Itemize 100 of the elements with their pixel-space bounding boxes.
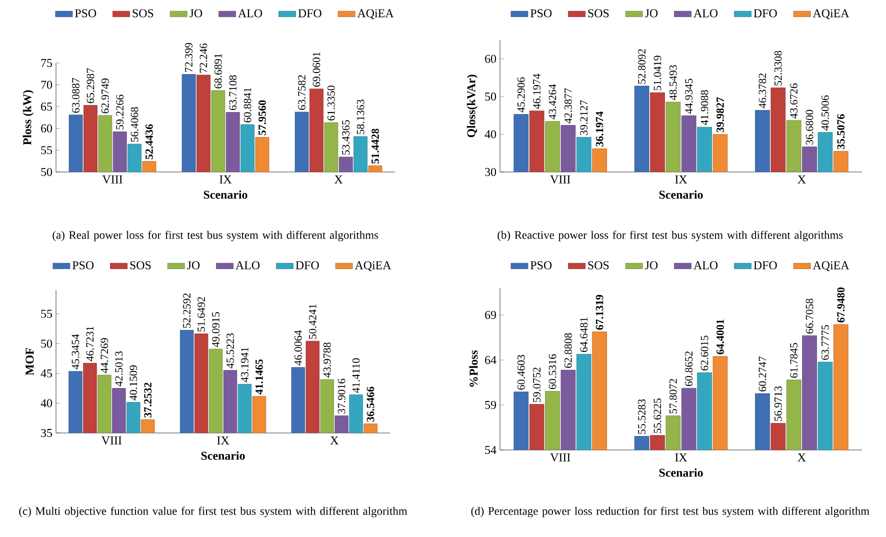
data-label: 45.3454 xyxy=(72,334,80,370)
legend-label: DFO xyxy=(754,261,777,270)
data-label: 60.2747 xyxy=(758,356,766,392)
legend-label: DFO xyxy=(296,261,319,270)
data-label: 43.6726 xyxy=(790,83,798,118)
x-axis-title: Scenario xyxy=(659,190,703,199)
legend-label: PSO xyxy=(74,9,96,18)
data-label: 60.4603 xyxy=(517,354,525,390)
data-label: 40.5006 xyxy=(821,95,829,130)
y-tick-label: 55 xyxy=(41,146,52,154)
data-label: 64.4001 xyxy=(716,320,724,354)
y-tick-label: 60 xyxy=(485,54,496,63)
text: (c) Multi objective function value for first test bus system with different algorithm xyxy=(19,506,408,518)
legend-label: PSO xyxy=(530,9,552,18)
legend-label: ALO xyxy=(694,261,718,270)
data-label: 37.2532 xyxy=(144,382,152,418)
data-label: 41.9088 xyxy=(700,90,708,126)
x-tick-label: X xyxy=(798,454,806,462)
data-label: 55.5283 xyxy=(638,399,646,434)
data-label: 60.8652 xyxy=(685,351,693,386)
data-label: 55.6225 xyxy=(654,398,662,434)
data-label: 57.8072 xyxy=(669,379,677,414)
data-label: 42.5013 xyxy=(115,351,123,386)
y-tick-label: 50 xyxy=(41,168,52,176)
x-axis-title: Scenario xyxy=(201,451,245,460)
legend-label: JO xyxy=(190,9,202,18)
y-tick-label: 45 xyxy=(40,369,52,378)
data-label: 61.7845 xyxy=(790,343,798,378)
y-tick-label: 50 xyxy=(41,340,52,348)
data-label: 63.0887 xyxy=(72,78,80,113)
x-axis-title: Scenario xyxy=(659,468,703,477)
legend-label: ALO xyxy=(238,9,262,18)
text: (d) Percentage power loss reduction for first test bus system with different algorithm xyxy=(471,506,870,518)
data-label: 51.0419 xyxy=(654,56,662,90)
data-label: 35.5076 xyxy=(837,114,845,150)
data-label: 41.1465 xyxy=(255,359,263,395)
data-label: 63.7582 xyxy=(298,75,306,110)
legend-label: AQiEA xyxy=(354,261,392,272)
y-axis-title: Ploss (kW) xyxy=(22,90,34,146)
data-label: 52.3308 xyxy=(774,50,782,86)
data-label: 72.399 xyxy=(185,42,192,72)
data-label: 62.9749 xyxy=(101,78,109,114)
legend-label: PSO xyxy=(530,261,552,270)
y-tick-label: 55 xyxy=(41,310,52,318)
data-label: 66.7058 xyxy=(806,298,814,334)
data-label: 63.7775 xyxy=(822,325,829,360)
y-tick-label: 75 xyxy=(41,59,52,67)
x-tick-label: VIII xyxy=(102,436,122,445)
y-tick-label: 60 xyxy=(41,124,52,132)
data-label: 43.4264 xyxy=(548,84,556,120)
x-tick-label: VIII xyxy=(550,176,570,184)
data-label: 62.6015 xyxy=(700,336,708,370)
data-label: 48.5493 xyxy=(669,65,677,100)
legend-label: DFO xyxy=(298,9,322,18)
legend-label: SOS xyxy=(130,261,151,270)
data-label: 46.0064 xyxy=(294,330,302,366)
data-label: 60.5316 xyxy=(548,354,556,390)
data-label: 42.3877 xyxy=(564,88,572,124)
x-tick-label: X xyxy=(330,436,338,444)
data-label: 51.4428 xyxy=(372,128,379,164)
y-tick-label: 40 xyxy=(40,399,52,408)
y-tick-label: 30 xyxy=(485,168,496,176)
data-label: 65.2987 xyxy=(86,68,94,104)
legend-label: AQiEA xyxy=(812,261,850,272)
x-tick-label: VIII xyxy=(550,454,570,462)
data-label: 72.246 xyxy=(200,43,208,73)
data-label: 39.2127 xyxy=(580,100,588,136)
y-tick-label: 64 xyxy=(485,356,496,364)
data-label: 40.1509 xyxy=(130,365,138,400)
data-label: 43.9788 xyxy=(323,342,331,378)
text: (a) Real power loss for first test bus system with different algorithms xyxy=(52,230,378,242)
data-label: 53.4365 xyxy=(342,120,350,155)
data-label: 61.3350 xyxy=(327,86,335,120)
data-label: 69.0601 xyxy=(312,52,320,87)
x-tick-label: IX xyxy=(675,176,688,184)
data-label: 46.3782 xyxy=(758,74,766,108)
legend-label: AQiEA xyxy=(812,9,850,20)
data-label: 59.2266 xyxy=(116,94,124,130)
y-tick-label: 50 xyxy=(485,92,496,101)
legend-label: JO xyxy=(187,261,200,270)
data-label: 63.7108 xyxy=(229,75,237,110)
y-tick-label: 59 xyxy=(485,400,496,409)
data-label: 67.9480 xyxy=(837,288,845,322)
data-label: 50.4241 xyxy=(308,304,316,339)
x-tick-label: VIII xyxy=(102,176,122,184)
x-tick-label: X xyxy=(798,176,806,184)
data-label: 58.1363 xyxy=(356,100,364,134)
data-label: 36.1974 xyxy=(596,112,604,147)
data-label: 49.0915 xyxy=(212,312,220,348)
data-label: 56.4068 xyxy=(130,107,138,142)
legend-label: JO xyxy=(645,9,658,18)
data-label: 52.8092 xyxy=(638,49,646,84)
data-label: 46.1974 xyxy=(533,74,541,109)
data-label: 67.1319 xyxy=(596,294,604,330)
y-axis-title: %Ploss xyxy=(469,350,478,387)
legend-label: JO xyxy=(645,261,658,270)
data-label: 37.9016 xyxy=(338,378,346,414)
data-label: 52.2592 xyxy=(183,293,191,328)
data-label: 62.8808 xyxy=(564,333,572,368)
data-label: 68.6891 xyxy=(214,54,222,88)
